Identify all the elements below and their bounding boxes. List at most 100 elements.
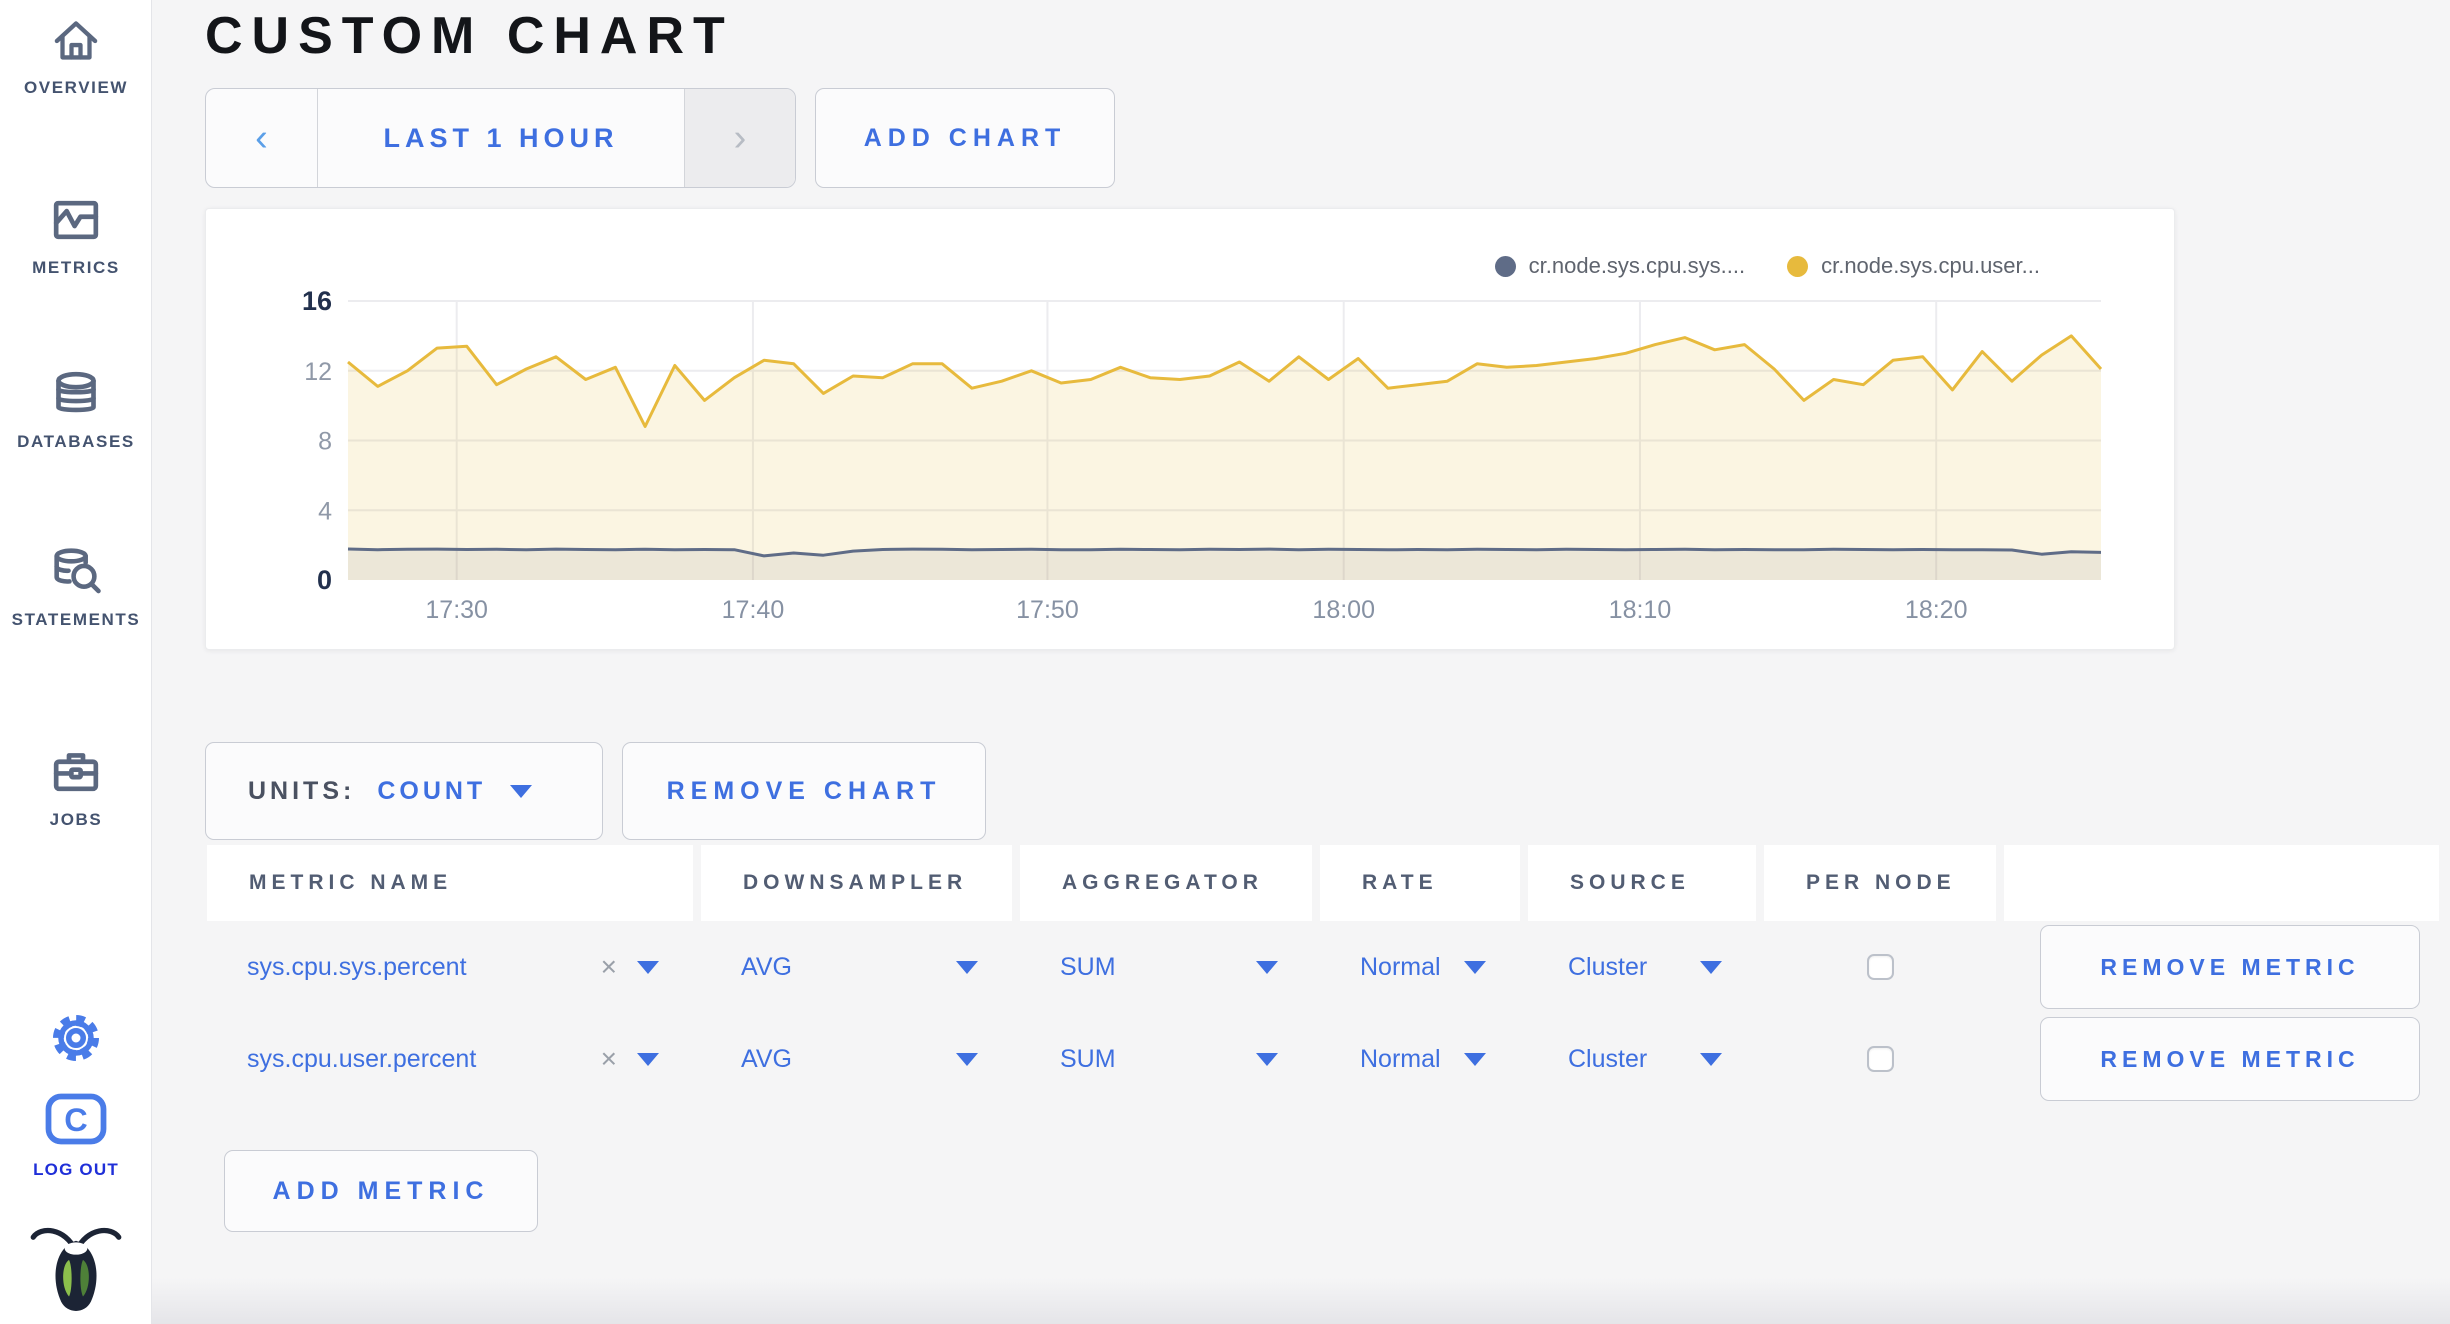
- col-header-source: SOURCE: [1528, 845, 1756, 921]
- svg-text:18:00: 18:00: [1312, 596, 1375, 624]
- chevron-down-icon: [637, 960, 659, 974]
- sidebar-item-label: OVERVIEW: [23, 78, 129, 97]
- chevron-down-icon: [956, 960, 978, 974]
- chevron-down-icon: [1256, 960, 1278, 974]
- chart-legend: cr.node.sys.cpu.sys.... cr.node.sys.cpu.…: [1494, 253, 2040, 279]
- sidebar-item-logout[interactable]: C LOG OUT: [0, 1088, 152, 1180]
- rate-select[interactable]: Normal: [1320, 921, 1520, 1013]
- metric-name-select[interactable]: sys.cpu.sys.percent ×: [207, 921, 693, 1013]
- per-node-checkbox[interactable]: [1866, 954, 1894, 980]
- chevron-down-icon: [1464, 960, 1486, 974]
- downsampler-select[interactable]: AVG: [701, 1013, 1012, 1105]
- sidebar-item-statements[interactable]: STATEMENTS: [0, 542, 152, 630]
- sidebar-item-databases[interactable]: DATABASES: [0, 366, 152, 452]
- svg-text:17:40: 17:40: [722, 596, 785, 624]
- legend-label: cr.node.sys.cpu.sys....: [1528, 253, 1746, 278]
- time-next-button[interactable]: ›: [684, 89, 795, 187]
- svg-text:17:50: 17:50: [1016, 596, 1079, 624]
- rate-value: Normal: [1360, 1044, 1441, 1073]
- col-header-actions: [2004, 845, 2439, 921]
- time-range-button[interactable]: LAST 1 HOUR: [318, 89, 684, 187]
- main-content: CUSTOM CHART ‹ LAST 1 HOUR › ADD CHART c…: [152, 0, 2450, 1324]
- chevron-down-icon: [1464, 1052, 1486, 1066]
- aggregator-select[interactable]: SUM: [1020, 1013, 1312, 1105]
- time-range-selector: ‹ LAST 1 HOUR ›: [205, 88, 796, 188]
- legend-label: cr.node.sys.cpu.user...: [1821, 253, 2040, 278]
- chevron-down-icon: [510, 784, 533, 798]
- source-value: Cluster: [1568, 1044, 1648, 1073]
- sidebar-item-metrics[interactable]: METRICS: [0, 192, 152, 278]
- add-metric-button[interactable]: ADD METRIC: [224, 1150, 538, 1232]
- chevron-down-icon: [1700, 960, 1722, 974]
- svg-text:17:30: 17:30: [425, 596, 488, 624]
- svg-text:12: 12: [304, 358, 332, 386]
- source-select[interactable]: Cluster: [1528, 1013, 1756, 1105]
- aggregator-value: SUM: [1060, 952, 1116, 981]
- aggregator-value: SUM: [1060, 1044, 1116, 1073]
- remove-metric-button[interactable]: REMOVE METRIC: [2040, 925, 2420, 1009]
- clear-metric-icon[interactable]: ×: [600, 1043, 617, 1074]
- sidebar-item-label: JOBS: [49, 810, 103, 829]
- cockroach-bug-icon: [30, 1227, 122, 1311]
- databases-icon: [56, 371, 96, 413]
- metrics-table: METRIC NAME DOWNSAMPLER AGGREGATOR RATE …: [207, 845, 2439, 1105]
- svg-text:0: 0: [317, 565, 332, 595]
- per-node-cell: [1764, 921, 1996, 1013]
- home-icon: [54, 21, 98, 60]
- sidebar-item-label: DATABASES: [17, 432, 135, 451]
- units-label: UNITS:: [248, 776, 356, 805]
- downsampler-value: AVG: [741, 952, 792, 981]
- svg-text:18:20: 18:20: [1905, 596, 1968, 624]
- downsampler-value: AVG: [741, 1044, 792, 1073]
- source-value: Cluster: [1568, 952, 1648, 981]
- metrics-icon: [53, 200, 99, 240]
- remove-chart-button[interactable]: REMOVE CHART: [622, 742, 986, 840]
- per-node-checkbox[interactable]: [1866, 1046, 1894, 1072]
- metric-name-value: sys.cpu.sys.percent: [247, 952, 467, 981]
- sidebar-item-settings[interactable]: [0, 1008, 152, 1068]
- cpu-usage-chart: 17:30 17:40 17:50 18:00 18:10 18:20 0 4 8 12 16: [206, 209, 2174, 649]
- cockroach-logo: [0, 1216, 152, 1316]
- units-value: COUNT: [377, 776, 487, 805]
- legend-item-user[interactable]: cr.node.sys.cpu.user...: [1787, 253, 2040, 279]
- add-chart-button[interactable]: ADD CHART: [815, 88, 1115, 188]
- time-prev-button[interactable]: ‹: [206, 89, 318, 187]
- chevron-down-icon: [1256, 1052, 1278, 1066]
- metric-name-select[interactable]: sys.cpu.user.percent ×: [207, 1013, 693, 1105]
- source-select[interactable]: Cluster: [1528, 921, 1756, 1013]
- aggregator-select[interactable]: SUM: [1020, 921, 1312, 1013]
- legend-item-sys[interactable]: cr.node.sys.cpu.sys....: [1494, 253, 1746, 279]
- col-header-per-node: PER NODE: [1764, 845, 1996, 921]
- chevron-down-icon: [956, 1052, 978, 1066]
- per-node-cell: [1764, 1013, 1996, 1105]
- col-header-metric-name: METRIC NAME: [207, 845, 693, 921]
- actions-cell: REMOVE METRIC: [2004, 1013, 2439, 1105]
- page-title: CUSTOM CHART: [205, 7, 734, 65]
- rate-select[interactable]: Normal: [1320, 1013, 1520, 1105]
- svg-text:18:10: 18:10: [1609, 596, 1672, 624]
- sidebar: OVERVIEW METRICS DATABASES STATEMENTS: [0, 0, 152, 1324]
- clear-metric-icon[interactable]: ×: [600, 951, 617, 982]
- downsampler-select[interactable]: AVG: [701, 921, 1012, 1013]
- chevron-left-icon: ‹: [255, 116, 268, 159]
- col-header-rate: RATE: [1320, 845, 1520, 921]
- actions-cell: REMOVE METRIC: [2004, 921, 2439, 1013]
- units-dropdown[interactable]: UNITS: COUNT: [205, 742, 603, 840]
- metric-name-value: sys.cpu.user.percent: [247, 1044, 477, 1073]
- sidebar-item-jobs[interactable]: JOBS: [0, 744, 152, 830]
- col-header-downsampler: DOWNSAMPLER: [701, 845, 1012, 921]
- svg-text:C: C: [64, 1102, 87, 1138]
- svg-text:16: 16: [302, 286, 332, 316]
- legend-dot-user: [1787, 255, 1809, 277]
- svg-text:8: 8: [318, 428, 332, 456]
- chart-card: cr.node.sys.cpu.sys.... cr.node.sys.cpu.…: [205, 208, 2175, 650]
- jobs-icon: [53, 753, 99, 792]
- chevron-down-icon: [637, 1052, 659, 1066]
- remove-metric-button[interactable]: REMOVE METRIC: [2040, 1017, 2420, 1101]
- chevron-right-icon: ›: [733, 116, 747, 159]
- statements-icon: [54, 548, 101, 594]
- svg-text:4: 4: [318, 497, 332, 525]
- sidebar-item-overview[interactable]: OVERVIEW: [0, 14, 152, 98]
- sidebar-item-label: STATEMENTS: [11, 610, 141, 629]
- logout-icon: C: [45, 1093, 107, 1145]
